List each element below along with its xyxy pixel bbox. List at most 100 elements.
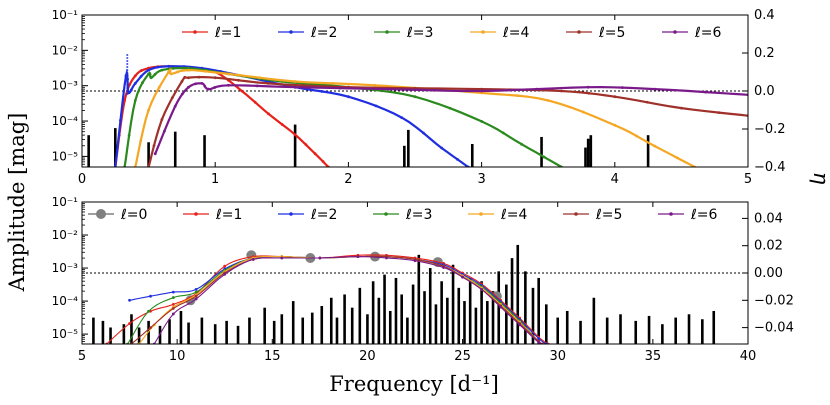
- legend-marker: [385, 30, 389, 34]
- observed-peak: [524, 271, 527, 344]
- series-l3-point: [480, 120, 483, 123]
- observed-peak: [540, 136, 543, 167]
- series-l6-point: [461, 275, 464, 279]
- series-l5-point: [197, 75, 201, 79]
- observed-peak: [301, 317, 305, 344]
- series-l4-point: [635, 134, 638, 138]
- series-l4-point: [257, 76, 261, 80]
- series-l4-point: [331, 82, 334, 85]
- series-l6-point: [153, 152, 157, 156]
- observed-peak: [468, 277, 472, 344]
- legend-marker: [384, 212, 388, 216]
- series-l4-point: [157, 85, 161, 89]
- series-l5-point: [180, 80, 184, 83]
- observed-peak: [394, 277, 398, 344]
- legend-item-l2: ℓ=2: [278, 25, 337, 41]
- observed-peak: [491, 291, 495, 344]
- observed-peak: [137, 327, 141, 344]
- observed-peak: [109, 327, 112, 344]
- series-l3-point: [520, 142, 523, 146]
- top-panel: 0 1 2 3 4 5 10⁻⁵ 10⁻⁴ 10⁻³ 10⁻² 10⁻¹ −0.4 −0.2 0.0 0.2…: [52, 8, 786, 187]
- observed-peak: [366, 314, 369, 344]
- legend-marker: [289, 212, 293, 216]
- observed-peak: [510, 258, 514, 344]
- observed-peak: [565, 310, 569, 344]
- observed-peak: [411, 284, 415, 344]
- legend-label: ℓ=1: [214, 25, 241, 41]
- series-l6-point: [203, 84, 207, 88]
- series-l2-point: [171, 290, 175, 294]
- series-l3-point: [413, 95, 417, 99]
- observed-peak: [516, 244, 520, 344]
- series-l3-point: [448, 106, 452, 110]
- observed-peak: [634, 320, 638, 344]
- observed-peak: [463, 301, 466, 344]
- observed-peak: [428, 268, 432, 344]
- x-tick-label: 20: [359, 349, 376, 364]
- series-l6-point: [432, 89, 436, 92]
- series-l1-point: [293, 133, 297, 137]
- series-l3-point: [127, 134, 131, 137]
- observed-peak: [213, 324, 217, 344]
- legend-item-l1: ℓ=1: [183, 207, 242, 223]
- observed-peak: [579, 320, 582, 344]
- series-l5-point: [587, 91, 591, 95]
- observed-peak: [335, 317, 339, 344]
- legend-marker: [669, 212, 673, 216]
- series-l4-point: [204, 69, 207, 73]
- series-l2-point: [537, 337, 541, 340]
- observed-peak: [329, 297, 333, 344]
- observed-peak: [531, 287, 535, 344]
- observed-peak: [446, 297, 449, 344]
- y-tick-label: 10⁻⁵: [52, 149, 79, 163]
- series-l5-point: [183, 75, 187, 79]
- series-l5-line: [131, 255, 543, 344]
- series-l6-point: [356, 255, 360, 259]
- series-l6-point: [213, 86, 217, 89]
- observed-peak: [122, 324, 126, 344]
- observed-peak: [168, 319, 171, 344]
- series-l3-point: [501, 131, 505, 135]
- observed-peak: [406, 317, 409, 344]
- observed-peak: [584, 147, 587, 167]
- observed-peak: [497, 271, 501, 344]
- legend-item-l5: ℓ=5: [566, 25, 625, 41]
- observed-peak: [480, 281, 483, 344]
- series-l1-point: [280, 123, 284, 126]
- legend-item-l4: ℓ=4: [470, 25, 530, 41]
- x-tick-label: 10: [169, 349, 186, 364]
- observed-peak: [101, 320, 105, 344]
- y-tick-label: 10⁻³: [52, 261, 79, 275]
- series-l2-point: [320, 89, 324, 93]
- series-l6-point: [386, 87, 390, 91]
- observed-peak: [400, 294, 403, 344]
- observed-peak: [272, 320, 276, 344]
- y2-tick-label: 0.0: [754, 84, 775, 99]
- series-l6-point: [223, 272, 227, 276]
- legend-label: ℓ=3: [405, 207, 432, 223]
- x-tick-label: 3: [477, 172, 485, 187]
- observed-peak: [179, 310, 183, 344]
- legend-label: ℓ=4: [500, 207, 528, 223]
- series-l3-point: [148, 73, 152, 77]
- y-tick-label: 10⁻⁵: [52, 327, 79, 341]
- legend-label: ℓ=2: [310, 207, 337, 223]
- observed-peak: [544, 304, 548, 344]
- observed-peak: [486, 301, 489, 344]
- series-l5-point: [560, 89, 563, 93]
- observed-peak: [646, 135, 650, 167]
- series-l2-point: [133, 82, 137, 85]
- legend-marker: [479, 212, 483, 216]
- y-tick-label: 10⁻²: [52, 43, 79, 57]
- series-l2-point: [167, 64, 170, 68]
- series-l2-point: [149, 294, 152, 298]
- series-l2-point: [139, 74, 143, 78]
- x-tick-label: 5: [78, 349, 86, 364]
- series-l1-point: [304, 143, 308, 147]
- legend-item-l3: ℓ=3: [373, 207, 432, 223]
- series-l2-point: [194, 287, 198, 291]
- series-l3-point: [133, 99, 137, 102]
- x-tick-label: 1: [211, 172, 219, 187]
- observed-peak: [377, 297, 381, 344]
- series-l4-line: [134, 67, 696, 167]
